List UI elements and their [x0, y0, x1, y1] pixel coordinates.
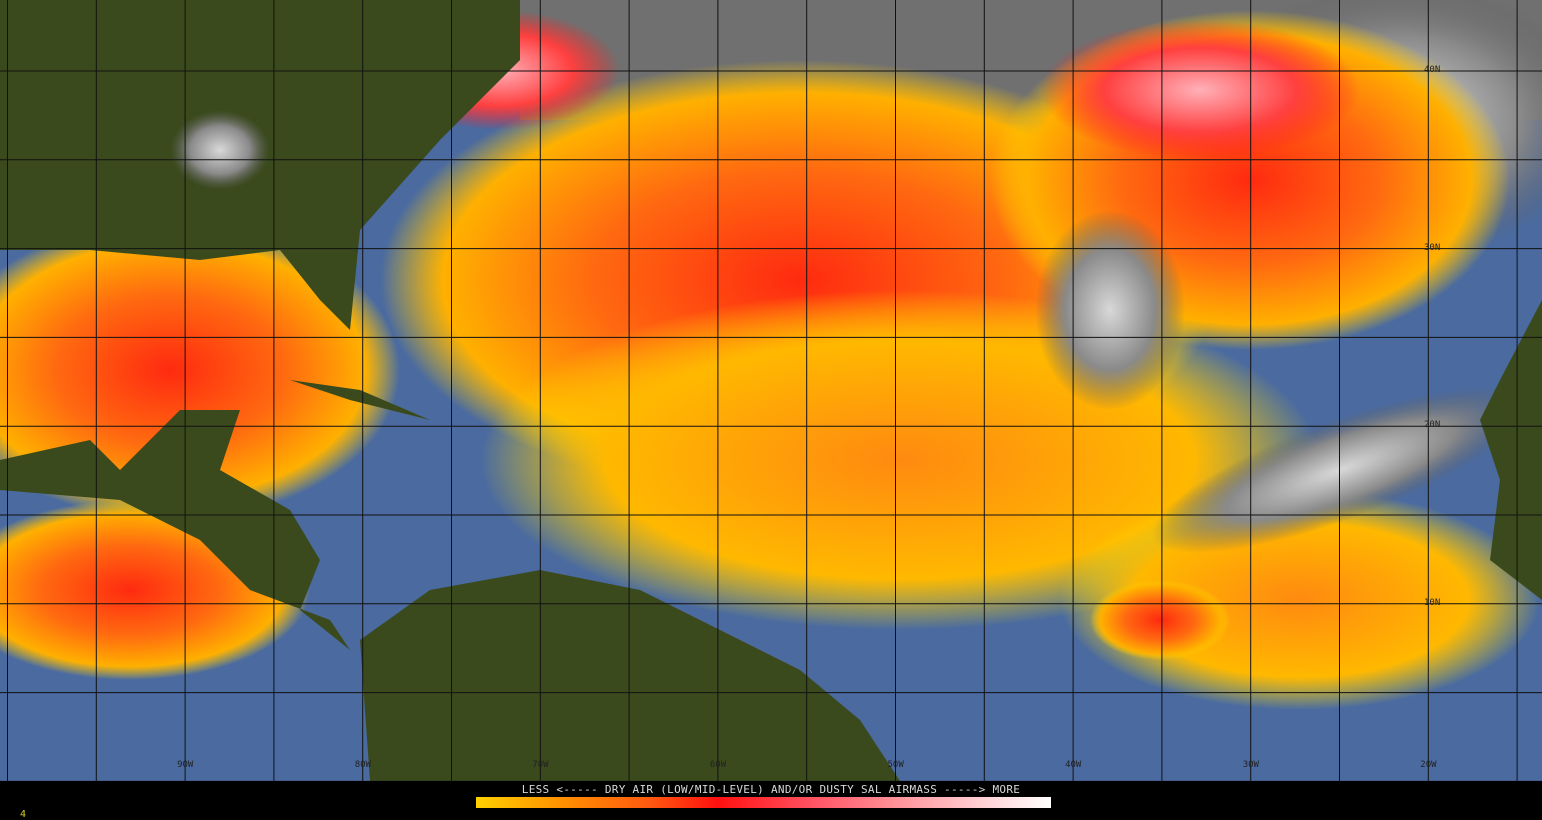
- timestamp-date: 09 MARCH 2026: [855, 809, 934, 820]
- central-america-land: [0, 410, 350, 650]
- map-imagery: [0, 0, 1542, 781]
- africa-land: [1480, 300, 1542, 600]
- cloud-us: [170, 110, 270, 190]
- lat-lon-grid: [0, 0, 1542, 781]
- dry-air-pink-ne: [1040, 20, 1360, 160]
- latitude-label: 30N: [1424, 242, 1441, 253]
- legend-color-bar: [476, 797, 1051, 808]
- footer-caption: GOES-EAST: SAHARAN AIR LAYER TRACKING PR…: [0, 809, 1542, 820]
- longitude-label: 40W: [1065, 760, 1082, 770]
- south-america-land: [360, 570, 900, 781]
- dry-air-gulf: [0, 220, 400, 520]
- cloud-cell: [1035, 210, 1185, 410]
- legend-title: LESS <----- DRY AIR (LOW/MID-LEVEL) AND/…: [521, 783, 1021, 796]
- latitude-label: 10N: [1424, 597, 1441, 608]
- longitude-label: 70W: [532, 760, 549, 770]
- dry-air-core: [1090, 580, 1230, 660]
- longitude-label: 20W: [1420, 760, 1437, 770]
- credit: UW-CIMSS/NOAA-HRD: [963, 809, 1067, 820]
- product-name: GOES-EAST: SAHARAN AIR LAYER TRACKING PR…: [475, 809, 747, 820]
- latitude-label: 40N: [1424, 65, 1441, 75]
- longitude-label: 80W: [354, 760, 371, 770]
- cuba: [290, 380, 430, 420]
- timestamp-time: 21:00 UTC: [777, 809, 832, 820]
- satellite-map: 90W 80W 70W 60W 50W 40W 30W 20W 40N 30N 20N 10N: [0, 0, 1542, 781]
- latitude-label: 20N: [1424, 420, 1441, 431]
- longitude-label: 60W: [709, 760, 727, 770]
- longitude-label: 30W: [1242, 760, 1259, 770]
- longitude-label: 90W: [177, 760, 194, 770]
- longitude-label: 50W: [887, 760, 904, 770]
- frame-number: 4: [20, 809, 27, 820]
